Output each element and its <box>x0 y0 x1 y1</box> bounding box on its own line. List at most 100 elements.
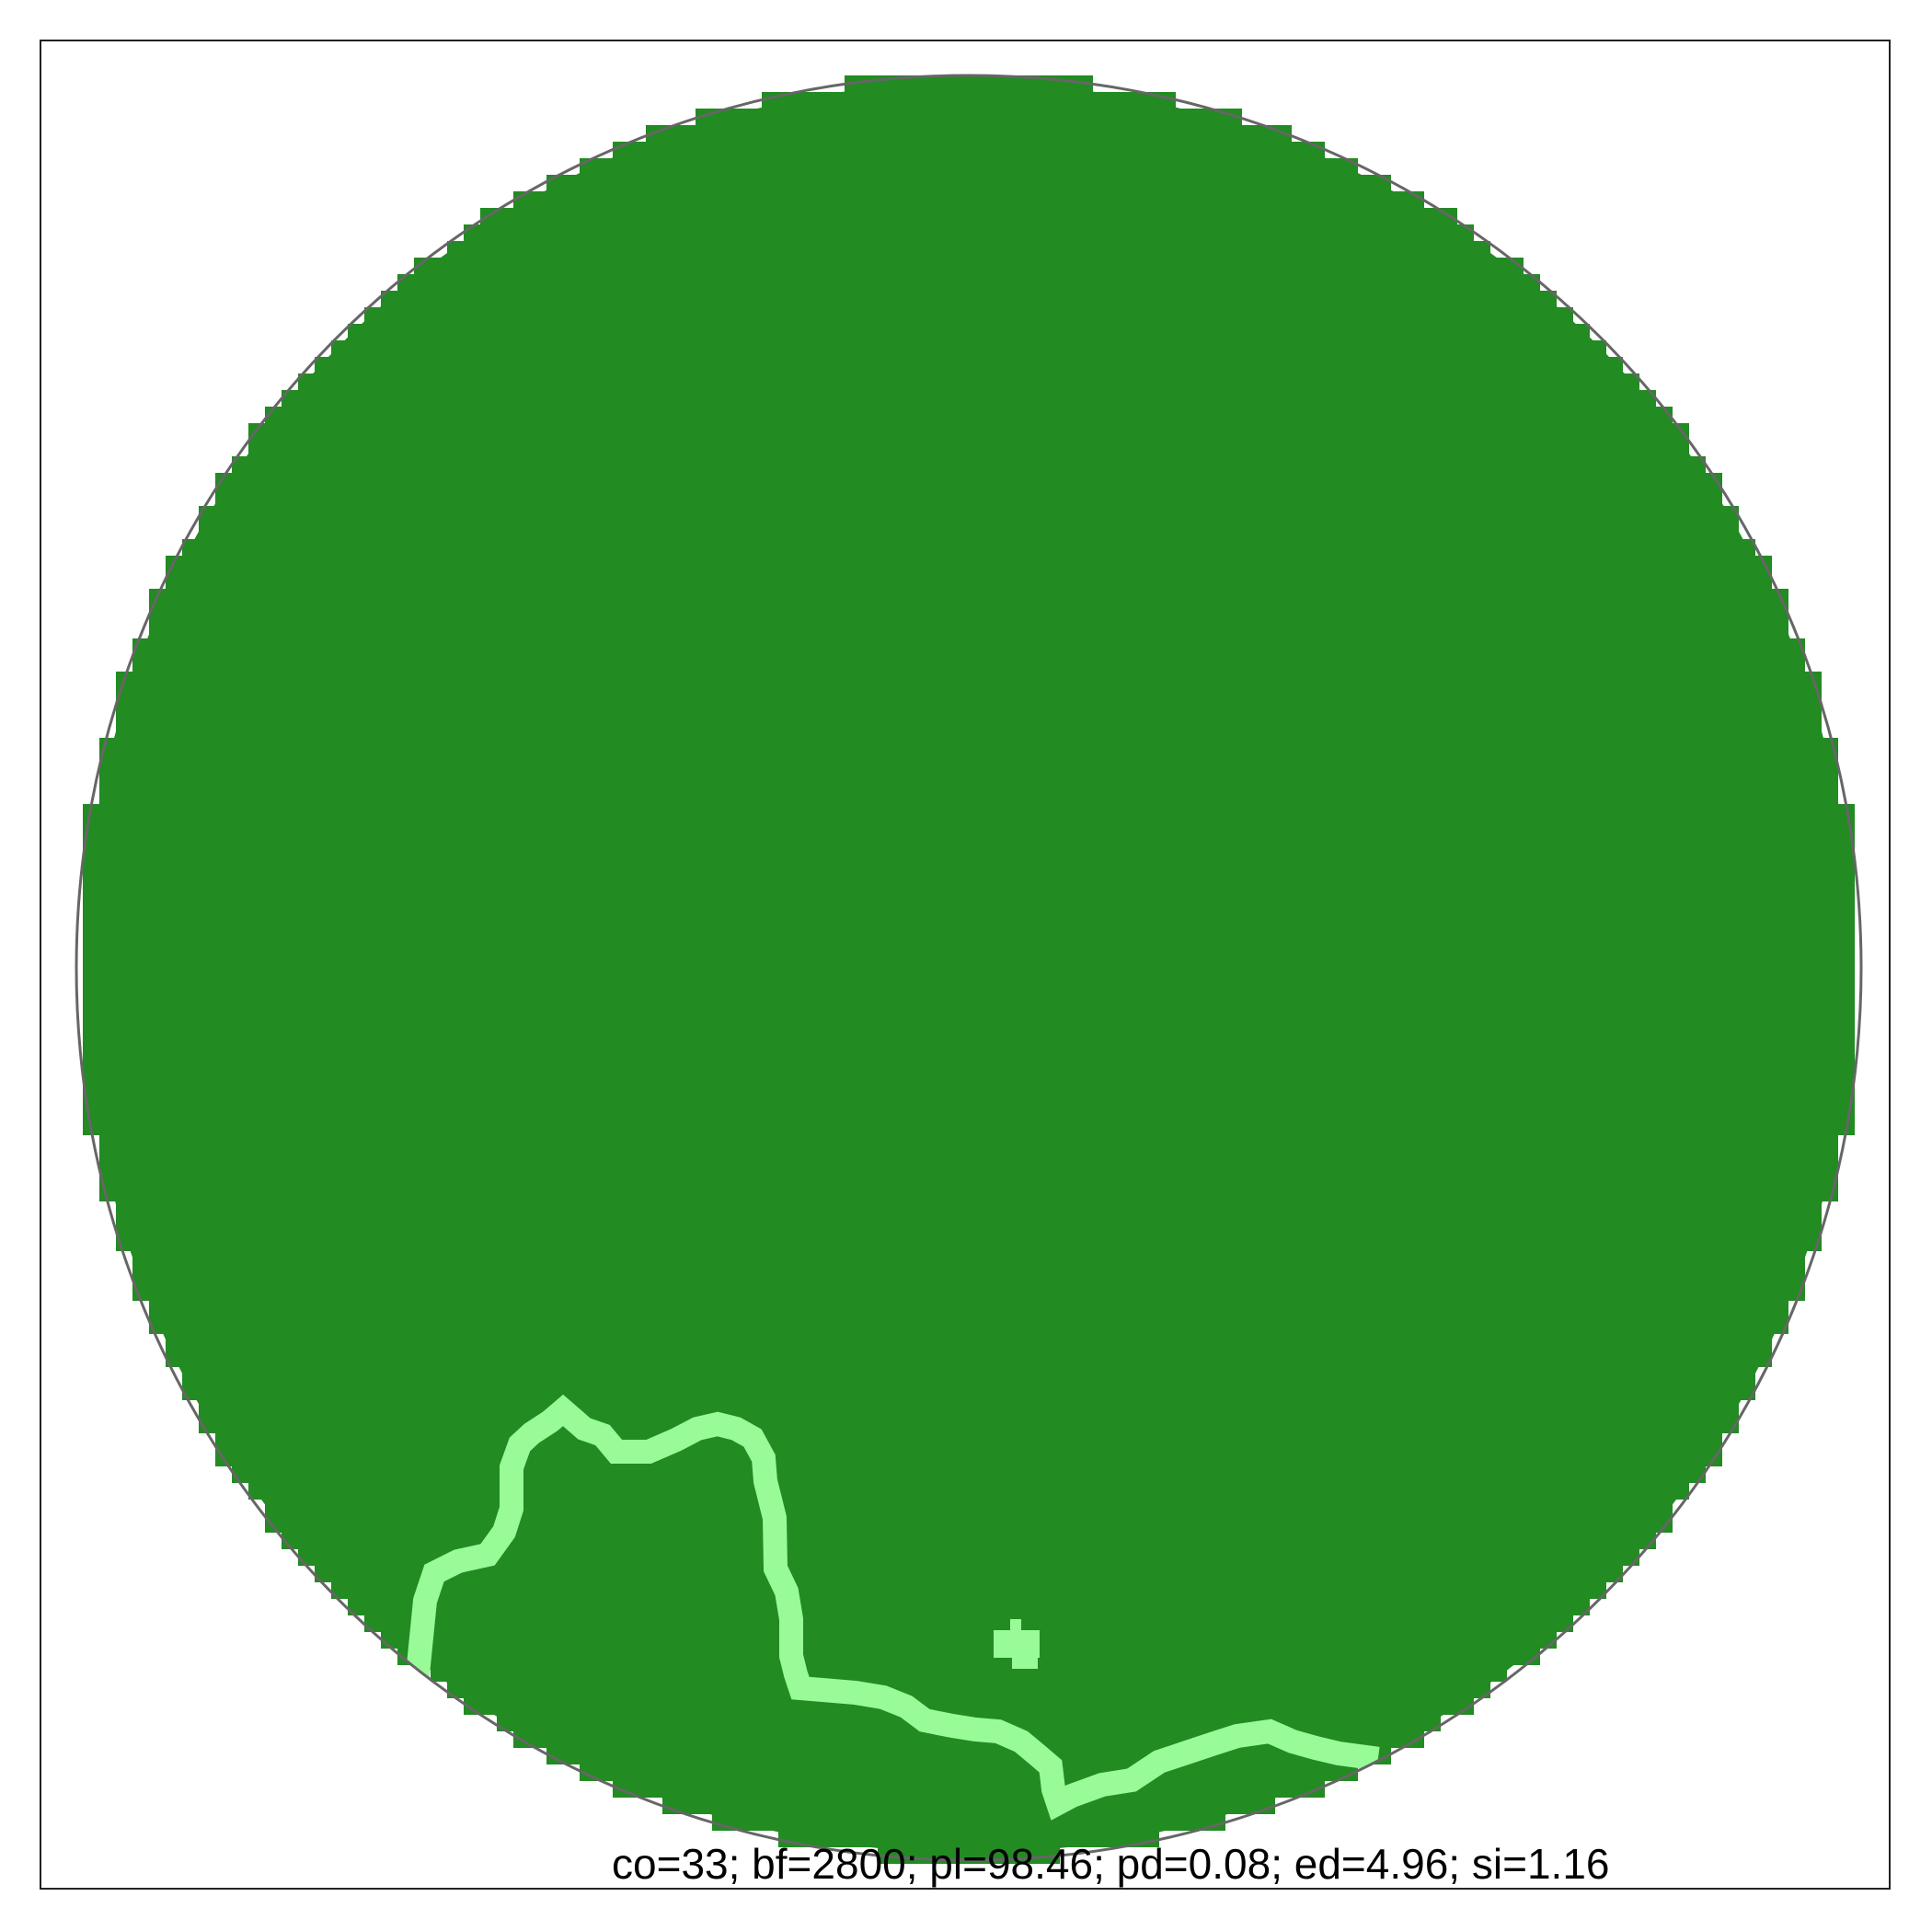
rim-step <box>298 1549 1639 1566</box>
rim-step <box>331 1582 1606 1599</box>
rim-step <box>265 1500 1673 1516</box>
rim-step <box>83 1036 1855 1052</box>
rim-step <box>513 191 1424 208</box>
rim-step <box>265 407 1673 423</box>
rim-step <box>381 1632 1557 1649</box>
rim-step <box>464 1698 1474 1715</box>
habitat-disk <box>83 75 1855 1864</box>
rim-step <box>546 1748 1391 1764</box>
rim-step <box>149 1301 1788 1317</box>
rim-step <box>397 274 1540 291</box>
rim-step <box>364 1615 1573 1632</box>
rim-step <box>364 307 1573 324</box>
rim-step <box>116 1235 1822 1251</box>
rim-step <box>315 357 1623 374</box>
rim-step <box>232 456 1706 473</box>
rim-step <box>182 1384 1755 1400</box>
rim-step <box>580 158 1358 175</box>
rim-step <box>116 688 1822 705</box>
rim-step <box>248 423 1689 440</box>
rim-step <box>83 903 1855 920</box>
rim-step <box>132 638 1805 655</box>
rim-step <box>166 1334 1772 1351</box>
rim-step <box>464 224 1474 241</box>
rim-step <box>83 887 1855 903</box>
rim-step <box>215 1433 1722 1450</box>
rim-step <box>182 1367 1755 1384</box>
rim-step <box>83 1052 1855 1069</box>
rim-step <box>414 258 1524 274</box>
rim-step <box>166 1351 1772 1367</box>
rim-step <box>83 1119 1855 1135</box>
rim-step <box>83 821 1855 837</box>
rim-step <box>116 705 1822 721</box>
rim-step <box>447 241 1490 258</box>
edge-patch-small-top <box>1010 1619 1021 1632</box>
rim-step <box>331 340 1606 357</box>
rim-step <box>232 1466 1706 1483</box>
pixelated-rim <box>83 75 1855 1864</box>
rim-step <box>83 837 1855 854</box>
edge-band-group <box>405 1394 1380 1821</box>
rim-step <box>199 523 1739 539</box>
rim-step <box>712 1814 1225 1831</box>
rim-step <box>116 1201 1822 1218</box>
rim-step <box>845 75 1093 92</box>
edge-band <box>405 1394 1380 1821</box>
rim-step <box>182 539 1755 556</box>
rim-step <box>149 589 1788 605</box>
rim-step <box>83 1069 1855 1086</box>
rim-step <box>199 506 1739 523</box>
rim-step <box>83 970 1855 986</box>
rim-step <box>149 605 1788 622</box>
rim-step <box>778 1831 1159 1847</box>
rim-step <box>83 804 1855 821</box>
rim-step <box>381 291 1557 307</box>
edge-patch-small-bottom <box>1012 1656 1038 1669</box>
rim-step <box>613 1781 1325 1798</box>
rim-step <box>83 920 1855 937</box>
rim-step <box>199 1400 1739 1417</box>
rim-step <box>397 1649 1540 1665</box>
rim-step <box>546 175 1391 191</box>
rim-step <box>83 953 1855 970</box>
rim-step <box>83 1086 1855 1102</box>
rim-step <box>762 92 1176 109</box>
plot-frame <box>40 40 1891 1890</box>
rim-step <box>149 622 1788 638</box>
rim-step <box>248 1483 1689 1500</box>
rim-step <box>348 324 1590 340</box>
rim-step <box>99 1152 1838 1168</box>
rim-step <box>662 1798 1275 1814</box>
rim-step <box>83 1019 1855 1036</box>
rim-step <box>248 440 1689 456</box>
rim-step <box>99 1185 1838 1201</box>
rim-step <box>646 125 1292 142</box>
rim-step <box>480 208 1457 224</box>
rim-step <box>132 1284 1805 1301</box>
rim-step <box>298 374 1639 390</box>
rim-step <box>116 672 1822 688</box>
rim-step <box>99 754 1838 771</box>
rim-step <box>215 1450 1722 1466</box>
rim-step <box>166 572 1772 589</box>
rim-step <box>215 489 1722 506</box>
rim-step <box>116 1218 1822 1235</box>
rim-step <box>696 109 1242 125</box>
rim-step <box>282 1533 1656 1549</box>
study-area-outline <box>75 74 1863 1862</box>
rim-step <box>83 1102 1855 1119</box>
rim-step <box>132 1268 1805 1284</box>
rim-step <box>447 1682 1490 1698</box>
rim-step <box>199 1417 1739 1433</box>
rim-step <box>132 1251 1805 1268</box>
rim-step <box>99 1168 1838 1185</box>
edge-patch-small <box>994 1630 1040 1658</box>
rim-step <box>613 142 1325 158</box>
rim-step <box>83 1003 1855 1019</box>
rim-step <box>315 1566 1623 1582</box>
rim-step <box>99 771 1838 787</box>
landscape-metrics-label: co=33; bf=2800; pl=98.46; pd=0.08; ed=4.… <box>612 1840 1610 1888</box>
